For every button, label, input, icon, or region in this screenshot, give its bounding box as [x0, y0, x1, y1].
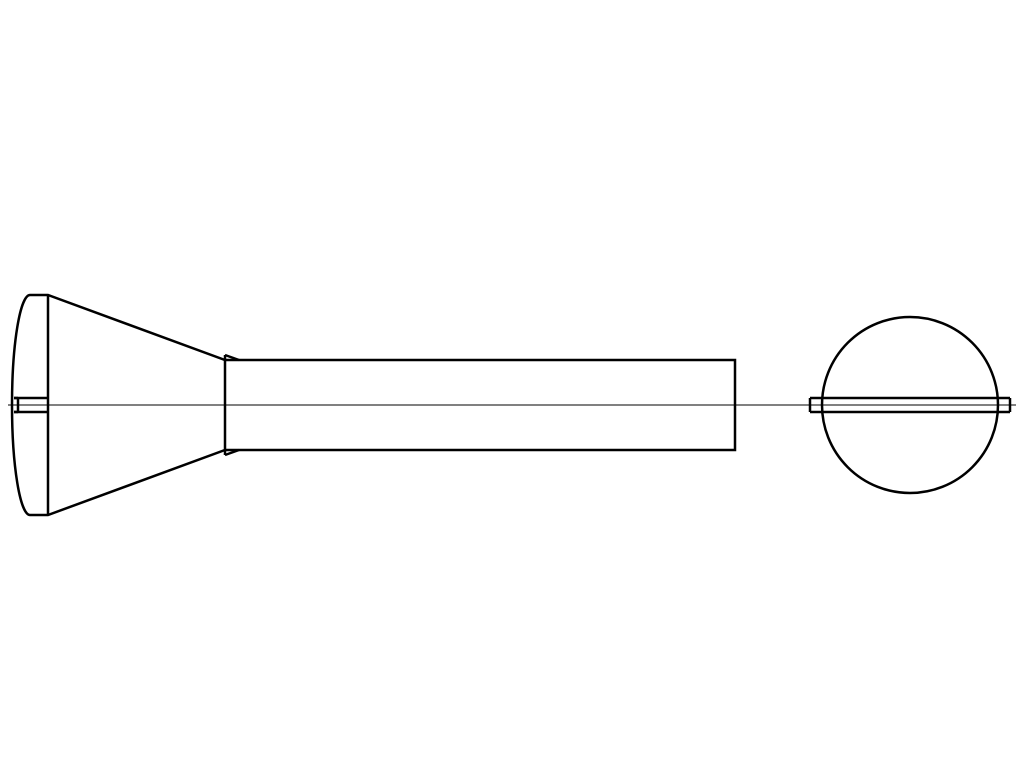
- technical-drawing: [0, 0, 1024, 768]
